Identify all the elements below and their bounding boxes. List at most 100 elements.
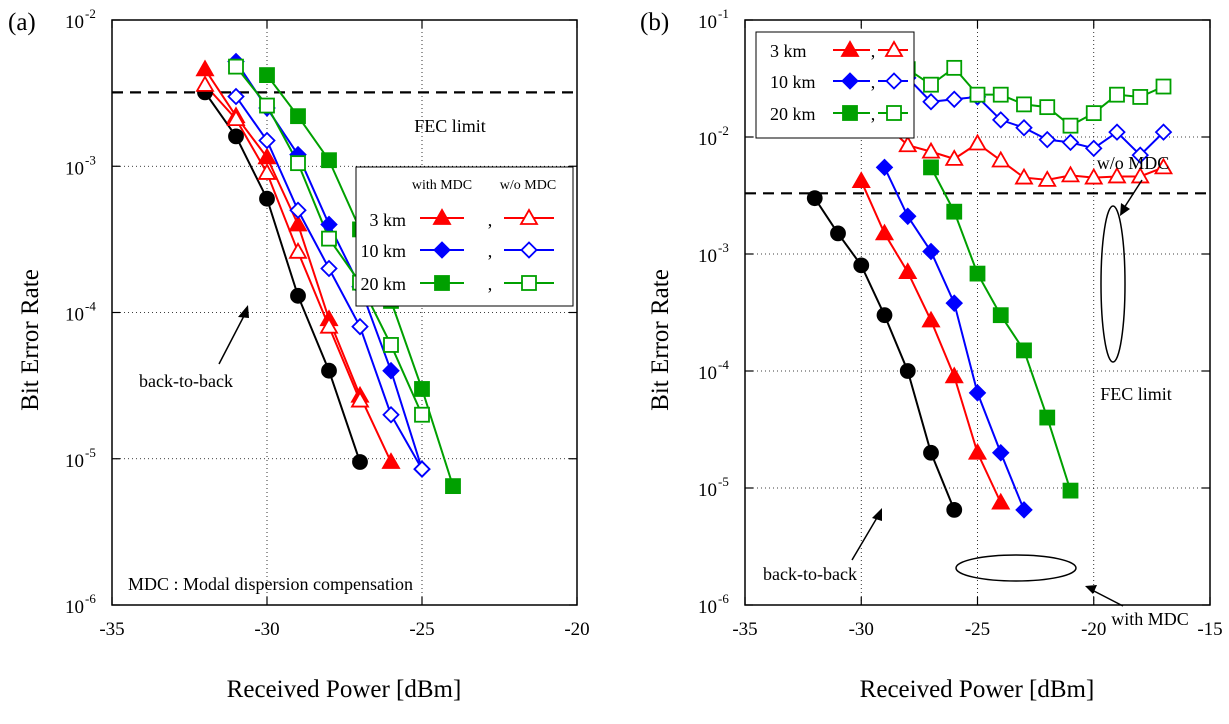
data-point-20km_with (290, 108, 306, 125)
x-tick-label: -35 (99, 619, 124, 640)
x-tick-label: -20 (564, 619, 589, 640)
data-point-20km_wo (1155, 78, 1172, 95)
x-tick-label: -30 (849, 619, 874, 640)
data-point-3km_wo (921, 141, 941, 159)
panel-b-back-to-back-arrowhead (872, 508, 882, 521)
data-point-10km_with (1015, 501, 1033, 519)
data-point-20km_wo (992, 86, 1009, 103)
data-point-10km_wo (1061, 133, 1080, 152)
data-point-3km_with (288, 214, 308, 232)
x-tick-label: -25 (409, 619, 434, 640)
data-point-20km_wo (1062, 117, 1079, 134)
data-point-3km_wo (898, 135, 918, 153)
data-point-20km_wo (414, 406, 430, 423)
data-point-20km_wo (1109, 86, 1125, 103)
data-point-10km_wo (1154, 123, 1173, 141)
panel-b-with-mdc-ellipse (955, 554, 1077, 582)
data-point-10km_wo (413, 460, 431, 478)
data-point-b2b (290, 287, 306, 304)
data-point-10km_wo (1038, 130, 1057, 149)
data-point-20km_wo (969, 86, 986, 103)
data-point-b2b (923, 444, 939, 461)
data-point-3km_wo (1037, 170, 1057, 187)
data-point-20km_wo (923, 76, 939, 93)
y-tick-label: 10 (698, 597, 717, 618)
data-point-10km_with (991, 444, 1010, 462)
data-point-20km_with (259, 67, 275, 83)
data-point-10km_wo (945, 90, 964, 109)
legend-marker-10km_with (841, 72, 859, 90)
data-point-20km_wo (1132, 89, 1149, 105)
panel-b-y-axis-label: Bit Error Rate (647, 269, 674, 411)
data-point-20km_wo (1085, 105, 1102, 122)
data-point-10km_with (875, 158, 894, 177)
panel-b-with-mdc-label: with MDC (1111, 609, 1189, 629)
data-point-20km_wo (1016, 96, 1032, 113)
panel-a-legend-header-with: with MDC (412, 178, 472, 193)
legend-marker-3km_wo (884, 40, 904, 57)
data-point-3km_with (381, 452, 401, 469)
data-point-10km_wo (258, 131, 276, 150)
data-point-10km_wo (320, 259, 338, 278)
data-point-20km_with (969, 265, 986, 282)
data-point-3km_wo (944, 149, 964, 166)
data-point-b2b (321, 362, 337, 379)
panel-a-legend-sep-10km: , (488, 241, 493, 261)
x-tick-label: -35 (732, 619, 757, 640)
panel-b-legend-sep-10km: , (871, 72, 876, 92)
y-tick-exponent: -5 (85, 445, 96, 460)
y-tick-exponent: -3 (85, 152, 96, 167)
y-tick-exponent: -2 (85, 6, 96, 21)
data-point-3km_wo (319, 316, 339, 334)
data-point-3km_wo (1107, 166, 1127, 184)
panel-b-back-to-back-label: back-to-back (763, 564, 857, 584)
data-point-20km_wo (290, 155, 306, 172)
panel-b-label: (b) (640, 9, 669, 36)
data-point-20km_wo (946, 59, 963, 76)
data-point-20km_with (414, 381, 430, 397)
panel-a-mdc-note: MDC : Modal dispersion compensation (128, 574, 413, 594)
data-point-10km_wo (351, 317, 369, 336)
data-point-3km_wo (226, 109, 246, 127)
panel-b-wo-mdc-label: w/o MDC (1097, 153, 1170, 173)
data-point-3km_with (921, 310, 941, 328)
data-point-3km_with (851, 171, 871, 188)
data-point-20km_with (1016, 342, 1032, 359)
legend-marker-10km_wo (885, 72, 903, 90)
legend-marker-20km_with (434, 275, 450, 291)
panel-a-legend-label-3km: 3 km (369, 210, 406, 230)
data-point-b2b (259, 190, 275, 207)
data-point-b2b (228, 128, 244, 145)
data-point-3km_wo (1014, 167, 1034, 185)
y-tick-exponent: -3 (718, 240, 729, 255)
data-point-3km_with (991, 492, 1011, 510)
panel-a-fec-label: FEC limit (414, 116, 486, 136)
data-point-3km_wo (288, 241, 308, 259)
data-point-3km_wo (195, 75, 215, 92)
panel-b-wo-mdc-ellipse (1100, 205, 1126, 363)
data-point-3km_wo (1084, 167, 1104, 185)
data-point-3km_wo (350, 390, 370, 408)
data-point-10km_with (945, 294, 964, 312)
data-point-10km_wo (1108, 123, 1126, 141)
legend-marker-10km_wo (520, 241, 538, 259)
y-tick-label: 10 (65, 597, 84, 618)
y-tick-exponent: -6 (85, 591, 96, 606)
data-point-3km_with (874, 223, 895, 241)
data-point-3km_wo (1153, 157, 1174, 175)
panel-b-series (806, 41, 1174, 519)
data-point-b2b (806, 190, 823, 207)
data-point-10km_wo (1131, 146, 1150, 164)
series-line-b2b (813, 197, 956, 511)
data-point-10km_with (968, 384, 987, 402)
panel-a-legend-marks (420, 208, 554, 291)
y-tick-label: 10 (65, 158, 84, 179)
data-point-10km_wo (382, 405, 400, 424)
data-point-10km_wo (1084, 139, 1103, 158)
x-tick-label: -25 (965, 619, 990, 640)
panel-b-x-axis-label: Received Power [dBm] (860, 676, 1095, 703)
